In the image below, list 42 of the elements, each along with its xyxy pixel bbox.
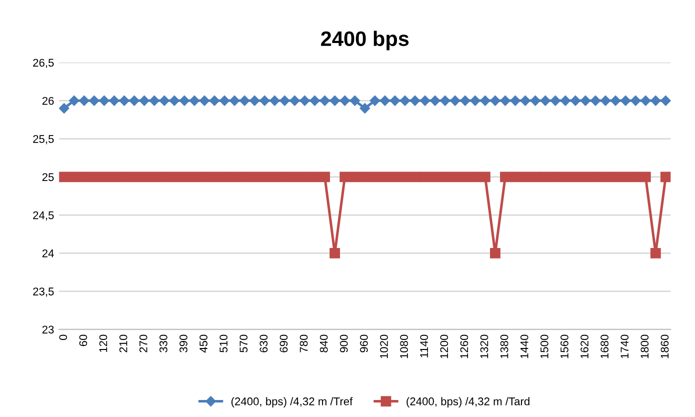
x-tick-label: 510	[220, 334, 228, 352]
x-tick-label: 1200	[440, 334, 448, 358]
y-tick-label: 23,5	[33, 288, 54, 297]
x-tick-label: 1080	[400, 334, 408, 358]
x-tick-label: 1680	[600, 334, 608, 358]
x-tick-label: 0	[59, 334, 68, 340]
x-tick-label: 1560	[560, 334, 568, 358]
x-tick-label: 780	[300, 334, 308, 352]
y-tick-label: 24	[42, 249, 54, 258]
x-tick-label: 60	[79, 334, 88, 346]
x-tick-label: 840	[320, 334, 328, 352]
x-tick-label: 1740	[620, 334, 629, 358]
y-tick-label: 23	[42, 326, 54, 334]
x-tick-label: 120	[99, 334, 108, 352]
x-tick-label: 690	[280, 334, 288, 352]
y-tick-label: 26	[42, 96, 54, 105]
x-tick-label: 960	[360, 334, 368, 352]
x-tick-label: 1500	[540, 334, 548, 358]
y-tick-label: 26,5	[33, 58, 54, 68]
y-tick-label: 24,5	[33, 211, 54, 220]
x-tick-label: 210	[119, 334, 128, 352]
x-tick-label: 1140	[420, 334, 428, 358]
x-tick-label: 390	[180, 334, 188, 352]
y-tick-label: 25,5	[33, 135, 54, 144]
chart-title: 2400 bps	[321, 30, 409, 50]
x-tick-label: 1620	[580, 334, 588, 358]
x-tick-label: 630	[260, 334, 268, 352]
x-tick-label: 1020	[380, 334, 388, 358]
y-tick-label: 25	[42, 173, 54, 182]
x-tick-label: 1800	[640, 334, 649, 358]
x-tick-label: 1860	[660, 334, 669, 358]
x-tick-label: 450	[200, 334, 208, 353]
x-tick-label: 1440	[520, 334, 528, 358]
x-tick-label: 570	[240, 334, 248, 352]
x-tick-label: 270	[139, 334, 148, 352]
x-tick-label: 1380	[500, 334, 508, 358]
legend-label: (2400, bps) /4,32 m /Tref	[231, 397, 353, 408]
legend-label: (2400, bps) /4,32 m /Tard	[406, 397, 530, 408]
x-tick-label: 900	[340, 334, 348, 352]
x-tick-label: 1320	[480, 334, 488, 358]
x-tick-label: 1260	[460, 334, 468, 358]
x-tick-label: 330	[159, 334, 168, 352]
